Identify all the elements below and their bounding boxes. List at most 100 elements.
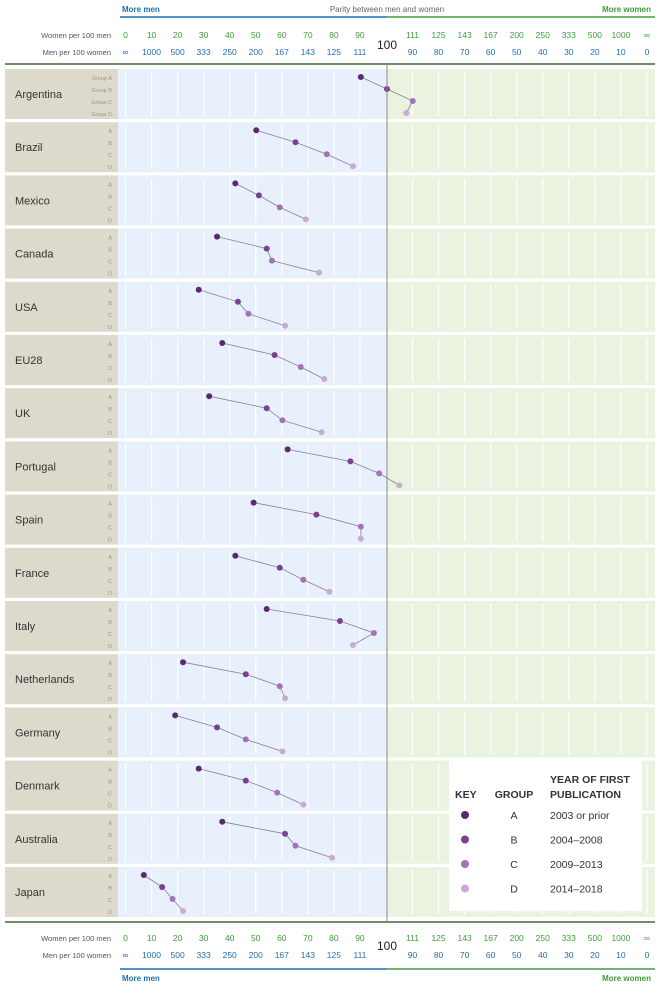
group-row-label: D [108,591,112,597]
data-point-group-c [276,683,283,690]
country-panel: Argentina Group A Group B Group C Group D [5,69,655,119]
group-row-label: A [108,714,112,720]
women-tick-label: 90 [355,933,365,943]
data-point-group-d [282,695,289,702]
group-row-label: D [108,804,112,810]
men-tick-label: 167 [275,47,289,57]
data-point-group-a [214,233,221,240]
group-row-label: B [108,141,112,147]
men-tick-label: 50 [512,47,522,57]
men-tick-label: 90 [408,950,418,960]
men-tick-label: 70 [460,950,470,960]
footer-more-men: More men [122,974,160,983]
group-row-label: A [108,502,112,508]
group-row-label: C [108,313,112,319]
data-point-group-a [284,446,291,453]
country-label-panel [5,175,118,226]
key-year-range: 2003 or prior [550,810,610,822]
group-row-label: C [108,792,112,798]
group-row-label: D [108,644,112,650]
men-tick-label: 500 [171,950,185,960]
men-tick-label: 500 [171,47,185,57]
data-point-group-a [206,393,213,400]
group-connector-line [287,449,400,486]
data-point-group-c [169,896,176,902]
country-label-panel [5,601,118,651]
group-row-label: B [108,301,112,307]
women-tick-label: 500 [588,933,602,943]
group-row-label: D [108,218,112,224]
data-point-group-b [255,192,262,199]
group-row-label: A [108,448,112,454]
footer-more-women: More women [602,974,651,983]
data-point-group-a [140,872,147,878]
women-tick-label: 60 [277,30,287,40]
data-point-group-b [276,564,283,571]
header-women-label: Women per 100 men [41,31,111,40]
key-group-letter: B [510,835,517,847]
country-name: Portugal [15,461,56,473]
women-tick-label: 30 [199,30,209,40]
data-point-group-c [276,204,283,211]
country-label-panel [5,760,118,811]
data-point-group-a [195,765,202,772]
men-tick-label: 30 [564,47,574,57]
group-row-label: C [108,419,112,425]
key-group-letter: C [510,859,518,871]
women-side-panel [387,335,655,385]
group-row-label: D [108,750,112,756]
group-row-label: A [108,129,112,135]
footer-women-label: Women per 100 men [41,934,111,943]
data-point-group-b [234,298,241,305]
men-tick-label: 90 [408,47,418,57]
country-name: Brazil [15,142,43,154]
men-tick-label: 20 [590,47,600,57]
group-row-label: C [108,738,112,744]
group-row-label: A [108,182,112,188]
men-side-panel [118,388,387,439]
men-tick-label: 200 [249,950,263,960]
data-point-group-d [396,482,403,489]
group-connector-line [216,236,320,273]
women-tick-label: 30 [199,933,209,943]
country-label-panel [5,494,118,545]
country-label-panel [5,813,118,864]
women-tick-label: 250 [536,933,550,943]
men-tick-label: 60 [486,950,496,960]
data-point-group-b [292,139,299,146]
group-connector-line [235,555,330,593]
data-point-group-d [318,429,325,436]
women-tick-label: 90 [355,30,365,40]
group-row-label: B [108,673,112,679]
country-label-panel [5,707,118,758]
women-tick-label: 125 [431,933,445,943]
group-row-label: B [108,886,112,892]
data-point-group-d [321,376,328,382]
data-point-group-b [313,511,320,518]
data-point-group-a [232,552,239,559]
data-point-group-c [268,257,275,264]
women-side-panel [387,281,655,332]
country-name: Mexico [15,195,50,207]
women-side-panel [387,388,655,439]
women-tick-label: 40 [225,30,235,40]
data-point-group-d [329,854,336,861]
women-side-panel [387,494,655,545]
men-tick-label: 167 [275,950,289,960]
group-row-label: B [108,514,112,520]
country-label-panel [5,654,118,705]
men-side-panel [118,228,387,279]
group-row-label: B [108,620,112,626]
men-side-panel [118,122,387,173]
men-tick-label: 125 [327,950,341,960]
men-tick-label: 10 [616,950,626,960]
men-side-panel [118,760,387,811]
men-tick-label: 70 [460,47,470,57]
women-tick-label: 111 [406,30,419,40]
group-connector-line [235,183,307,220]
